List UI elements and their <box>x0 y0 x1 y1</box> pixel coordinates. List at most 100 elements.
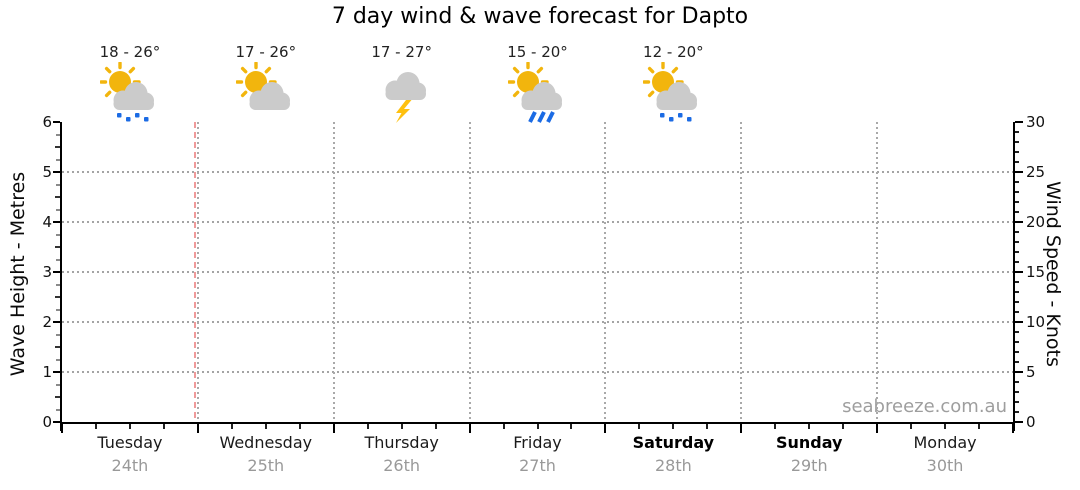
bottom-axis-major-tick <box>468 424 471 433</box>
left-axis-tick <box>56 333 60 336</box>
sun-cloud-rain-icon <box>506 61 568 124</box>
bottom-axis-major-tick <box>332 424 335 433</box>
drizzle-glyph <box>116 113 149 122</box>
right-axis-tick <box>1015 231 1019 233</box>
bottom-axis-major-tick <box>1012 424 1014 433</box>
right-axis-tick <box>1015 211 1019 213</box>
gridline-horizontal <box>62 371 1013 373</box>
bottom-axis-minor-tick <box>536 424 539 429</box>
gridline-day-boundary <box>468 122 471 422</box>
gridline-horizontal <box>62 321 1013 323</box>
right-axis-tick <box>1015 251 1019 253</box>
right-axis-tick <box>1015 201 1019 203</box>
right-axis-tick-label: 10 <box>1026 313 1046 331</box>
cloud-glyph <box>521 82 562 110</box>
left-axis-tick <box>56 133 60 136</box>
temperature-range-label: 18 - 26° <box>99 43 161 61</box>
right-axis-tick-label: 0 <box>1026 413 1036 431</box>
right-axis-tick <box>1015 361 1019 363</box>
left-axis-tick-label: 3 <box>42 263 52 281</box>
day-label: Thursday <box>364 433 439 452</box>
right-axis-tick <box>1015 121 1023 123</box>
day-label: Monday <box>913 433 977 452</box>
right-axis-tick-label: 5 <box>1026 363 1036 381</box>
date-label: 26th <box>383 456 421 475</box>
temperature-range-label: 17 - 26° <box>235 43 297 61</box>
right-axis-tick-label: 15 <box>1026 263 1046 281</box>
left-axis-tick-label: 1 <box>42 363 52 381</box>
right-axis-tick <box>1015 261 1019 263</box>
left-axis-tick <box>56 158 60 161</box>
left-axis-line <box>60 122 62 431</box>
left-axis-tick <box>56 183 60 186</box>
sun-cloud-icon <box>235 61 296 124</box>
left-axis-tick <box>53 421 60 423</box>
day-label: Friday <box>513 433 562 452</box>
bottom-axis-major-tick <box>604 424 607 433</box>
day-label: Sunday <box>775 433 843 452</box>
bottom-axis-minor-tick <box>434 424 437 429</box>
right-axis-tick <box>1015 191 1019 193</box>
bottom-axis-minor-tick <box>298 424 301 429</box>
right-axis-tick <box>1015 341 1019 343</box>
right-axis-tick <box>1015 151 1019 153</box>
watermark: seabreeze.com.au <box>842 396 1007 417</box>
left-axis-tick <box>56 308 60 311</box>
rain-glyph <box>527 111 555 123</box>
right-axis-tick <box>1015 281 1019 283</box>
right-axis-tick-label: 25 <box>1026 163 1046 181</box>
left-axis-tick <box>56 408 60 411</box>
chart-title: 7 day wind & wave forecast for Dapto <box>331 4 749 29</box>
bottom-axis-minor-tick <box>94 424 97 429</box>
date-label: 27th <box>519 456 556 475</box>
bottom-axis-minor-tick <box>366 424 369 429</box>
bottom-axis-minor-tick <box>808 424 811 429</box>
drizzle-glyph <box>660 113 692 122</box>
temperature-range-label: 12 - 20° <box>643 43 704 61</box>
left-axis-tick-label: 4 <box>42 213 52 231</box>
bottom-axis-minor-tick <box>638 424 641 429</box>
left-axis-tick <box>55 146 60 148</box>
right-axis-tick <box>1015 371 1023 373</box>
gridline-day-boundary <box>604 122 607 422</box>
left-axis-tick <box>56 283 60 286</box>
left-axis-tick <box>55 396 60 398</box>
bottom-axis-minor-tick <box>502 424 505 429</box>
gridline-horizontal <box>62 221 1013 223</box>
bottom-axis-major-tick <box>876 424 879 433</box>
bottom-axis-minor-tick <box>128 424 131 429</box>
date-label: 24th <box>111 456 149 475</box>
current-time-marker <box>193 122 196 422</box>
right-axis-tick <box>1015 331 1019 333</box>
sun-glyph <box>99 61 141 103</box>
right-axis-tick-label: 20 <box>1026 213 1046 231</box>
left-axis-tick <box>53 371 60 373</box>
bottom-axis-minor-tick <box>672 424 675 429</box>
sun-cloud-drizzle-icon <box>99 61 160 124</box>
cloud-glyph <box>656 82 698 110</box>
gridline-day-boundary <box>876 122 879 422</box>
cloud-glyph <box>113 82 154 110</box>
sun-cloud-drizzle-icon <box>642 61 703 124</box>
right-axis-tick <box>1015 401 1019 403</box>
left-axis-tick-label: 0 <box>42 413 52 431</box>
gridline-horizontal <box>62 271 1013 273</box>
gridline-day-boundary <box>740 122 743 422</box>
temperature-range-label: 15 - 20° <box>507 43 568 61</box>
right-axis-tick <box>1015 131 1019 133</box>
bottom-axis-minor-tick <box>706 424 709 429</box>
bottom-axis-minor-tick <box>162 424 165 429</box>
left-axis-tick <box>53 221 60 223</box>
left-axis-tick <box>56 358 60 361</box>
right-axis-tick <box>1015 381 1019 383</box>
left-axis-tick <box>53 171 60 173</box>
left-axis-tick <box>55 196 60 198</box>
bottom-axis-major-tick <box>61 424 63 433</box>
right-axis-line <box>1013 122 1015 431</box>
bottom-axis-minor-tick <box>230 424 233 429</box>
day-label: Saturday <box>632 433 715 452</box>
bottom-axis-major-tick <box>196 424 199 433</box>
day-label: Tuesday <box>97 433 163 452</box>
